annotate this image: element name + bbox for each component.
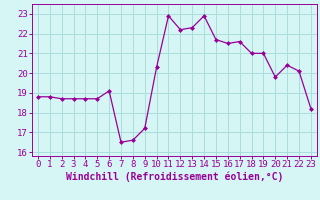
X-axis label: Windchill (Refroidissement éolien,°C): Windchill (Refroidissement éolien,°C) [66,172,283,182]
